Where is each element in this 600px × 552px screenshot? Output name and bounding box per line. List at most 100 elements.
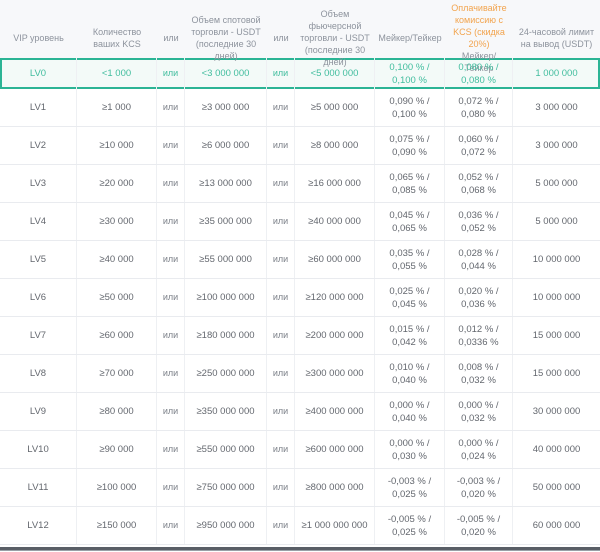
cell-or-2: или xyxy=(267,165,295,202)
cell-or-1: или xyxy=(157,393,185,430)
fee-maker-line: 0,012 % / xyxy=(458,323,499,335)
fee-maker-line: 0,072 % / xyxy=(458,95,499,107)
cell-or-1: или xyxy=(157,165,185,202)
cell-maker-taker: 0,100 % /0,100 % xyxy=(375,58,445,89)
table-row: LV9 ≥80 000 или ≥350 000 000 или ≥400 000 000… xyxy=(0,393,600,431)
cell-kcs-pay-discount: 0,072 % /0,080 % xyxy=(445,89,513,126)
cell-kcs-pay-discount: 0,080 % /0,080 % xyxy=(445,58,513,89)
fee-taker-line: 0,044 % xyxy=(461,260,496,272)
cell-kcs-amount: ≥30 000 xyxy=(77,203,157,240)
fee-taker-line: 0,0336 % xyxy=(458,336,499,348)
cell-maker-taker: -0,003 % /0,025 % xyxy=(375,469,445,506)
cell-vip-level: LV0 xyxy=(0,58,77,89)
cell-futures-volume: ≥5 000 000 xyxy=(295,89,375,126)
fee-taker-line: 0,025 % xyxy=(392,488,427,500)
cell-withdrawal-limit: 10 000 000 xyxy=(532,292,581,303)
cell-spot-volume: ≥3 000 000 xyxy=(185,89,267,126)
fee-maker-line: 0,090 % / xyxy=(389,95,430,107)
fee-maker-line: 0,080 % / xyxy=(458,61,499,73)
cell-kcs-amount: ≥150 000 xyxy=(77,507,157,544)
cell-maker-taker: 0,025 % /0,045 % xyxy=(375,279,445,316)
fee-taker-line: 0,090 % xyxy=(392,146,427,158)
cell-vip-level: LV1 xyxy=(0,89,77,126)
cell-or-2: или xyxy=(267,507,295,544)
column-header-vip-level: VIP уровень xyxy=(13,33,64,43)
cell-kcs-amount: ≥70 000 xyxy=(77,355,157,392)
cell-kcs-amount: ≥20 000 xyxy=(77,165,157,202)
cell-vip-level: LV9 xyxy=(0,393,77,430)
fee-maker-line: 0,036 % / xyxy=(458,209,499,221)
cell-kcs-amount: ≥1 000 xyxy=(77,89,157,126)
cell-or-1: или xyxy=(157,127,185,164)
cell-maker-taker: 0,090 % /0,100 % xyxy=(375,89,445,126)
cell-kcs-amount: ≥10 000 xyxy=(77,127,157,164)
fee-maker-line: 0,000 % / xyxy=(458,437,499,449)
fee-taker-line: 0,020 % xyxy=(461,526,496,538)
cell-kcs-pay-discount: -0,003 % /0,020 % xyxy=(445,469,513,506)
cell-or-1: или xyxy=(157,507,185,544)
page-bottom-bar xyxy=(0,545,600,552)
cell-kcs-pay-discount: 0,000 % /0,024 % xyxy=(445,431,513,468)
fee-taker-line: 0,040 % xyxy=(392,412,427,424)
fee-taker-line: 0,042 % xyxy=(392,336,427,348)
cell-futures-volume: ≥120 000 000 xyxy=(295,279,375,316)
cell-withdrawal-limit: 5 000 000 xyxy=(535,178,578,189)
table-body: LV0 <1 000 или <3 000 000 или <5 000 000 0,100… xyxy=(0,58,600,545)
fee-maker-line: 0,100 % / xyxy=(389,61,430,73)
fee-taker-line: 0,036 % xyxy=(461,298,496,310)
cell-withdrawal-limit: 15 000 000 xyxy=(532,368,581,379)
cell-or-2: или xyxy=(267,241,295,278)
cell-or-2: или xyxy=(267,89,295,126)
fee-maker-line: 0,060 % / xyxy=(458,133,499,145)
fee-maker-line: 0,045 % / xyxy=(389,209,430,221)
fee-maker-line: 0,010 % / xyxy=(389,361,430,373)
cell-withdrawal-limit: 3 000 000 xyxy=(535,140,578,151)
cell-futures-volume: ≥300 000 000 xyxy=(295,355,375,392)
fee-maker-line: 0,020 % / xyxy=(458,285,499,297)
cell-kcs-pay-discount: 0,028 % /0,044 % xyxy=(445,241,513,278)
cell-kcs-pay-discount: -0,005 % /0,020 % xyxy=(445,507,513,544)
cell-vip-level: LV12 xyxy=(0,507,77,544)
cell-or-2: или xyxy=(267,203,295,240)
cell-maker-taker: -0,005 % /0,025 % xyxy=(375,507,445,544)
fee-taker-line: 0,085 % xyxy=(392,184,427,196)
table-header: VIP уровень Количество ваших KCS или Объем … xyxy=(0,0,600,73)
fee-taker-line: 0,072 % xyxy=(461,146,496,158)
cell-withdrawal-limit: 5 000 000 xyxy=(535,216,578,227)
cell-vip-level: LV11 xyxy=(0,469,77,506)
cell-withdrawal-limit: 3 000 000 xyxy=(535,102,578,113)
cell-maker-taker: 0,045 % /0,065 % xyxy=(375,203,445,240)
cell-spot-volume: ≥100 000 000 xyxy=(185,279,267,316)
cell-kcs-pay-discount: 0,060 % /0,072 % xyxy=(445,127,513,164)
cell-or-2: или xyxy=(267,279,295,316)
cell-spot-volume: ≥180 000 000 xyxy=(185,317,267,354)
table-row: LV5 ≥40 000 или ≥55 000 000 или ≥60 000 000 0,… xyxy=(0,241,600,279)
cell-futures-volume: ≥200 000 000 xyxy=(295,317,375,354)
cell-withdrawal-limit: 10 000 000 xyxy=(532,254,581,265)
cell-or-1: или xyxy=(157,58,185,89)
cell-or-1: или xyxy=(157,241,185,278)
cell-spot-volume: <3 000 000 xyxy=(185,58,267,89)
cell-kcs-amount: ≥80 000 xyxy=(77,393,157,430)
cell-vip-level: LV6 xyxy=(0,279,77,316)
table-row: LV7 ≥60 000 или ≥180 000 000 или ≥200 000 000… xyxy=(0,317,600,355)
cell-or-1: или xyxy=(157,89,185,126)
table-row: LV8 ≥70 000 или ≥250 000 000 или ≥300 000 000… xyxy=(0,355,600,393)
column-header-withdrawal-limit: 24-часовой лимит на вывод (USDT) xyxy=(518,27,595,49)
bottom-dark-strip xyxy=(0,547,600,551)
cell-maker-taker: 0,000 % /0,030 % xyxy=(375,431,445,468)
cell-spot-volume: ≥750 000 000 xyxy=(185,469,267,506)
fee-taker-line: 0,020 % xyxy=(461,488,496,500)
cell-vip-level: LV7 xyxy=(0,317,77,354)
cell-kcs-amount: ≥50 000 xyxy=(77,279,157,316)
cell-futures-volume: ≥1 000 000 000 xyxy=(295,507,375,544)
cell-withdrawal-limit: 30 000 000 xyxy=(532,406,581,417)
cell-futures-volume: ≥16 000 000 xyxy=(295,165,375,202)
column-header-maker-taker: Мейкер/Тейкер xyxy=(378,33,442,43)
fee-maker-line: 0,035 % / xyxy=(389,247,430,259)
fee-taker-line: 0,080 % xyxy=(461,108,496,120)
fee-taker-line: 0,068 % xyxy=(461,184,496,196)
fee-maker-line: 0,065 % / xyxy=(389,171,430,183)
cell-vip-level: LV8 xyxy=(0,355,77,392)
fee-taker-line: 0,045 % xyxy=(392,298,427,310)
